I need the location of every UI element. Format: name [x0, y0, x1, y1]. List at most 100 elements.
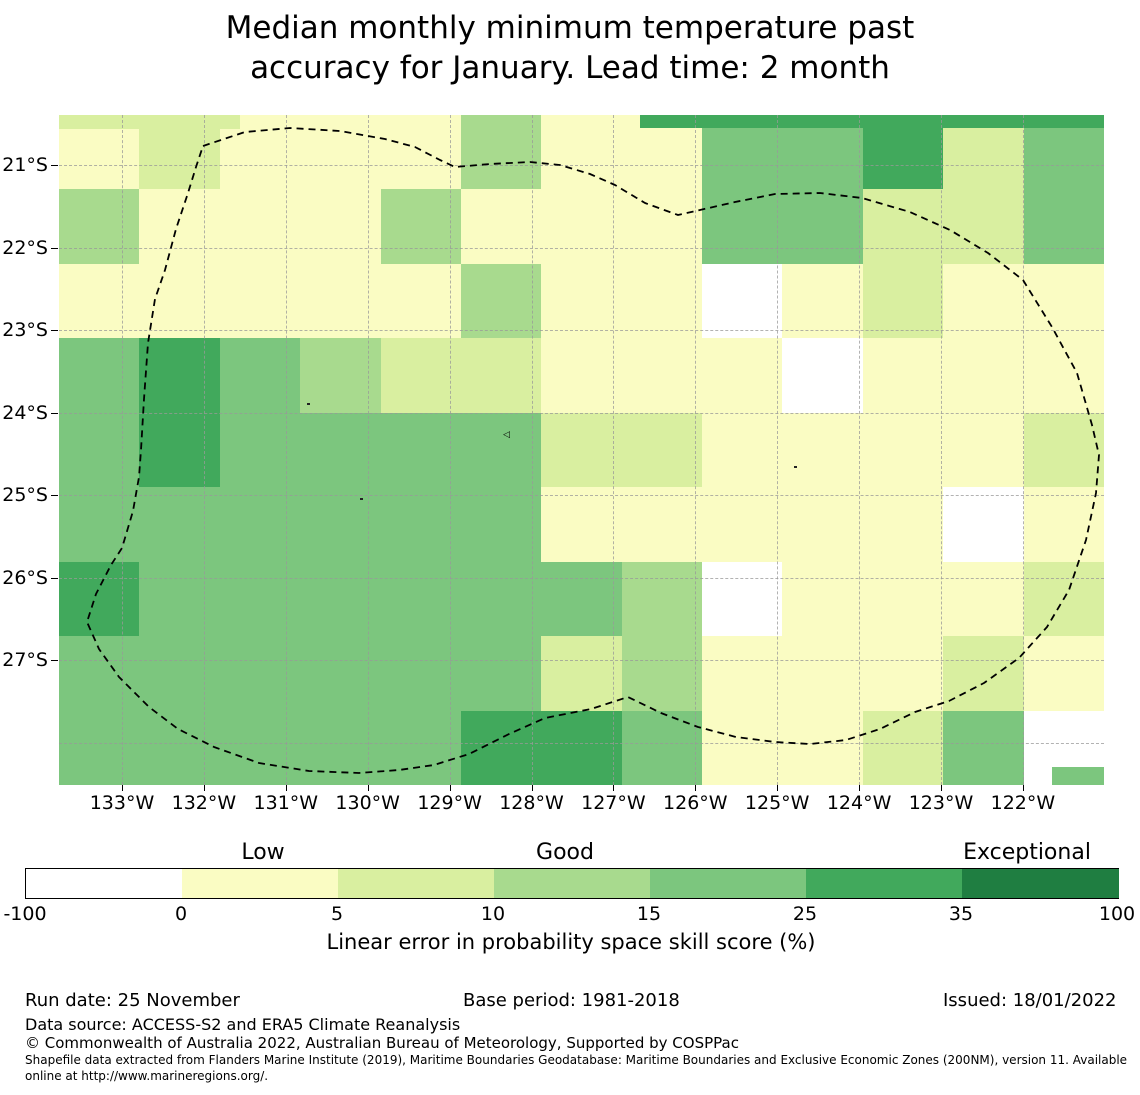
heatmap-cell — [460, 710, 543, 785]
heatmap-cell — [943, 636, 1025, 712]
colorbar-segment — [806, 869, 963, 898]
heatmap-cell — [219, 561, 302, 638]
heatmap-cell — [59, 636, 141, 712]
heatmap-cell — [943, 263, 1025, 340]
heatmap-cell — [1023, 338, 1104, 414]
heatmap-cell — [59, 412, 141, 489]
heatmap-cell — [59, 263, 141, 340]
heatmap-cell — [139, 338, 221, 414]
lon-gridline — [613, 115, 615, 785]
lon-tick — [941, 785, 942, 791]
stray-dot — [360, 498, 363, 500]
heatmap-cell — [541, 412, 623, 489]
heatmap-cell — [541, 487, 623, 563]
colorbar-tick-label: 100 — [1098, 903, 1136, 925]
colorbar-segment — [494, 869, 651, 898]
lon-tick — [531, 785, 533, 791]
lat-tick-label: 25°S — [2, 484, 48, 506]
heatmap-cell — [862, 561, 945, 638]
heatmap-cell — [862, 263, 945, 340]
heatmap-cell — [1023, 412, 1104, 489]
lon-tick-label: 129°W — [417, 792, 482, 814]
heatmap-cell — [139, 636, 221, 712]
lon-gridline — [1022, 115, 1024, 785]
lat-tick — [51, 660, 58, 661]
heatmap-cell — [621, 561, 704, 638]
heatmap-cell — [139, 189, 221, 265]
lat-gridline — [59, 660, 1104, 661]
heatmap-cell — [139, 487, 221, 563]
stray-dot — [307, 403, 310, 405]
colorbar-segment — [650, 869, 807, 898]
heatmap-cell — [782, 561, 864, 638]
heatmap-cell — [943, 561, 1025, 638]
heatmap-cell — [460, 561, 543, 638]
lon-gridline — [449, 115, 451, 785]
lat-tick-label: 21°S — [2, 154, 48, 176]
lon-gridline — [695, 115, 697, 785]
heatmap-cell — [702, 412, 784, 489]
run-date-text: Run date: 25 November — [25, 990, 240, 1011]
lat-tick — [51, 330, 58, 331]
lon-tick-label: 126°W — [663, 792, 728, 814]
colorbar-segment — [26, 869, 183, 898]
lat-gridline — [59, 495, 1104, 496]
lat-gridline — [59, 412, 1104, 414]
heatmap-cell — [541, 338, 623, 414]
heatmap-cell — [702, 263, 784, 340]
lon-tick-label: 131°W — [253, 792, 319, 814]
heatmap-cell — [782, 412, 864, 489]
colorbar-tick-label: -100 — [3, 903, 47, 925]
heatmap-cell — [300, 487, 382, 563]
shapefile-attribution-line2: online at http://www.marineregions.org/. — [25, 1069, 269, 1083]
lon-tick-label: 127°W — [581, 792, 646, 814]
heatmap-area: ◁ — [59, 115, 1104, 785]
heatmap-cell — [943, 710, 1025, 785]
heatmap-cell — [59, 710, 141, 785]
heatmap-cell — [1023, 636, 1104, 712]
heatmap-cell — [1023, 189, 1104, 265]
heatmap-cell — [782, 487, 864, 563]
lat-tick — [51, 577, 58, 579]
lon-tick-label: 123°W — [908, 792, 974, 814]
lat-gridline — [59, 247, 1104, 249]
colorbar-tick-label: 10 — [480, 903, 506, 925]
heatmap-cell — [782, 189, 864, 265]
lat-tick-label: 27°S — [2, 649, 48, 671]
lon-tick — [203, 785, 205, 791]
heatmap-cell — [139, 561, 221, 638]
heatmap-cell — [460, 636, 543, 712]
issued-date-text: Issued: 18/01/2022 — [943, 990, 1117, 1011]
heatmap-cell — [862, 487, 945, 563]
lon-tick — [285, 785, 287, 791]
chart-title-line2: accuracy for January. Lead time: 2 month — [250, 50, 890, 86]
lon-gridline — [122, 115, 123, 785]
lon-tick — [122, 785, 123, 791]
heatmap-cell — [541, 263, 623, 340]
lon-tick — [449, 785, 451, 791]
lon-gridline — [367, 115, 369, 785]
heatmap-cell — [702, 338, 784, 414]
lon-gridline — [777, 115, 779, 785]
heatmap-cell — [460, 189, 543, 265]
heatmap-cell — [219, 412, 302, 489]
heatmap-cell — [300, 189, 382, 265]
lon-gridline — [859, 115, 861, 785]
lon-tick-label: 125°W — [744, 792, 810, 814]
heatmap-cell — [300, 561, 382, 638]
heatmap-cell — [862, 412, 945, 489]
lat-gridline — [59, 742, 1104, 744]
legend-label-low: Low — [241, 840, 285, 865]
heatmap-cell — [219, 189, 302, 265]
heatmap-cell — [300, 636, 382, 712]
colorbar-axis-label: Linear error in probability space skill … — [326, 930, 816, 954]
heatmap-cell — [219, 636, 302, 712]
lat-tick-label: 24°S — [2, 401, 48, 424]
heatmap-cell — [782, 710, 864, 785]
lat-gridline — [59, 330, 1104, 331]
lon-gridline — [941, 115, 942, 785]
heatmap-cell — [300, 412, 382, 489]
lon-tick — [777, 785, 779, 791]
heatmap-cell — [1023, 561, 1104, 638]
